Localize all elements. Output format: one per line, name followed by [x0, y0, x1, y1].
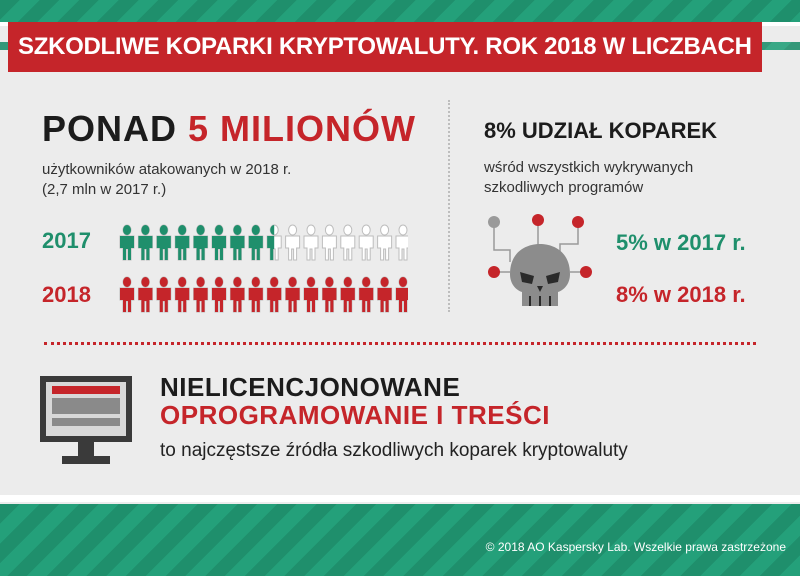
people-row-2018: [119, 276, 408, 313]
person-icon: [303, 224, 319, 261]
people-row-2017: [119, 224, 408, 261]
title-bar: SZKODLIWE KOPARKI KRYPTOWALUTY. ROK 2018…: [8, 22, 762, 72]
person-icon: [340, 224, 356, 261]
headline-prefix: PONAD: [42, 108, 178, 149]
person-icon: [377, 224, 393, 261]
person-icon: [174, 224, 190, 261]
year-2017-label: 2017: [42, 228, 91, 253]
person-icon: [266, 224, 282, 261]
person-icon: [266, 276, 282, 313]
person-icon: [193, 276, 209, 313]
person-icon: [377, 276, 393, 313]
person-icon: [156, 276, 172, 313]
skull-icon: [488, 214, 592, 306]
headline-highlight: 5 MILIONÓW: [188, 108, 417, 149]
person-icon: [321, 224, 337, 261]
share-subtitle-1: wśród wszystkich wykrywanych: [484, 159, 694, 176]
bottom-heading-1: NIELICENCJONOWANE: [160, 372, 461, 402]
person-icon: [395, 224, 408, 261]
horizontal-divider: [44, 342, 756, 345]
person-icon: [395, 276, 408, 313]
person-icon: [340, 276, 356, 313]
person-icon: [303, 276, 319, 313]
person-icon: [358, 224, 374, 261]
person-icon: [174, 276, 190, 313]
left-subtitle-2: (2,7 mln w 2017 r.): [42, 181, 167, 198]
person-icon: [119, 276, 135, 313]
bottom-stripe: [0, 504, 800, 576]
bottom-white-band: [0, 495, 800, 502]
top-stripe: [0, 0, 800, 22]
person-icon: [229, 276, 245, 313]
person-icon: [137, 276, 153, 313]
year-2018-label: 2018: [42, 282, 91, 307]
share-subtitle: wśród wszystkich wykrywanych szkodliwych…: [484, 158, 754, 198]
stat-2018: 8% w 2018 r.: [616, 282, 746, 307]
person-icon: [119, 224, 135, 261]
person-icon: [229, 224, 245, 261]
headline: PONAD 5 MILIONÓW: [42, 108, 416, 150]
stat-2017: 5% w 2017 r.: [616, 230, 746, 255]
person-icon: [285, 276, 301, 313]
copyright: © 2018 AO Kaspersky Lab. Wszelkie prawa …: [485, 540, 786, 554]
person-icon: [211, 224, 227, 261]
person-icon: [193, 224, 209, 261]
person-icon: [156, 224, 172, 261]
person-icon: [248, 276, 264, 313]
share-title: 8% UDZIAŁ KOPAREK: [484, 118, 718, 143]
person-icon: [248, 224, 264, 261]
bottom-heading-2: OPROGRAMOWANIE I TREŚCI: [160, 400, 550, 430]
share-subtitle-2: szkodliwych programów: [484, 179, 644, 196]
person-icon: [211, 276, 227, 313]
person-icon: [358, 276, 374, 313]
left-subtitle-1: użytkowników atakowanych w 2018 r.: [42, 161, 292, 178]
person-icon: [285, 224, 301, 261]
person-icon: [321, 276, 337, 313]
person-icon: [137, 224, 153, 261]
bottom-description: to najczęstsze źródła szkodliwych kopare…: [160, 440, 628, 461]
page-title: SZKODLIWE KOPARKI KRYPTOWALUTY. ROK 2018…: [18, 33, 752, 60]
vertical-divider: [448, 100, 450, 312]
monitor-icon: [40, 376, 132, 464]
